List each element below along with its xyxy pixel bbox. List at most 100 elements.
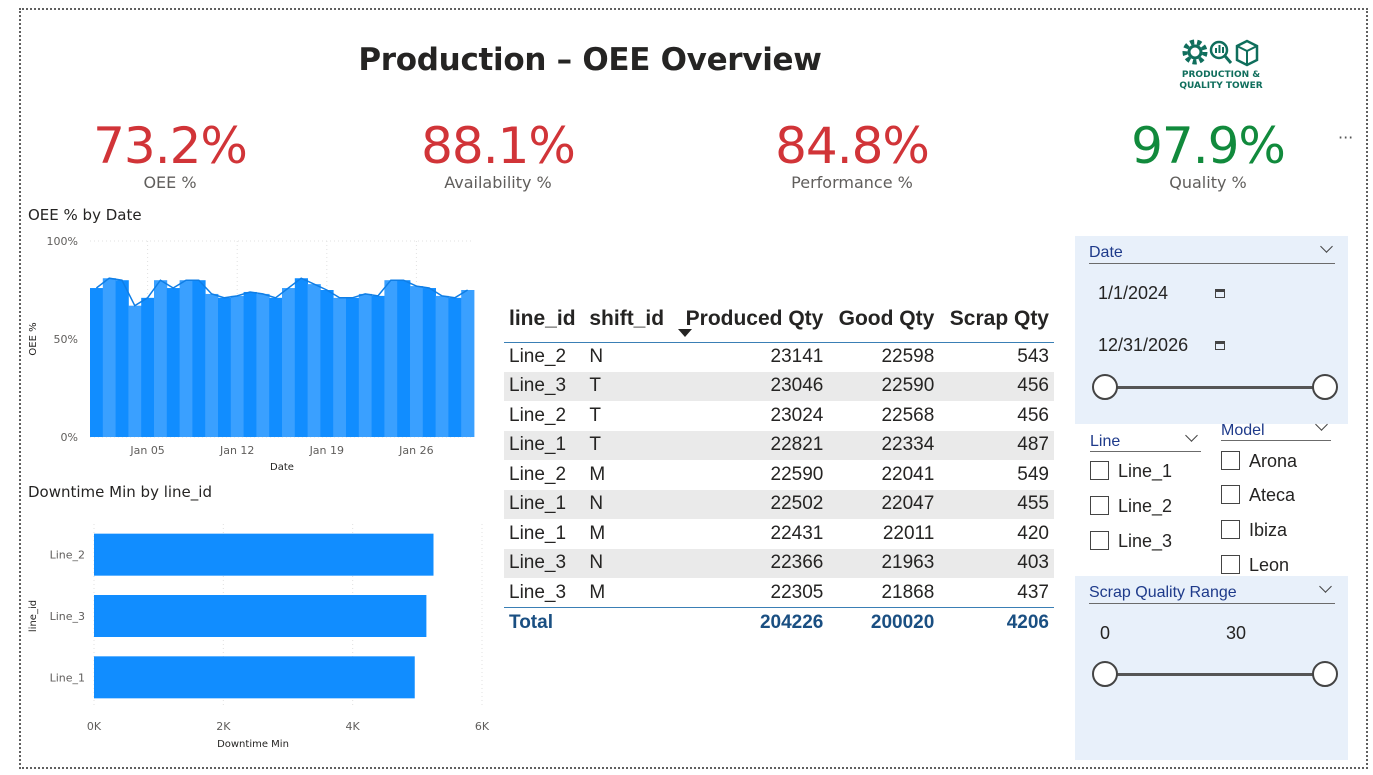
calendar-icon[interactable] [1215,341,1225,350]
table-total-row: Total 204226 200020 4206 [504,607,1054,638]
line-option[interactable]: Line_2 [1090,496,1172,517]
oee-bar [154,280,168,437]
oee-by-date-chart[interactable]: 0% 50% 100% Jan 05 Jan 12 Jan 19 Jan 26 Date OEE… [24,228,484,478]
oee-bar [256,293,270,437]
scrap-max-input[interactable]: 30 [1226,623,1247,643]
scrap-slicer-title: Scrap Quality Range [1089,584,1237,601]
model-option[interactable]: Ibiza [1221,520,1287,541]
sort-descending-icon[interactable] [678,329,692,337]
checkbox[interactable] [1221,485,1240,504]
table-cell: Line_1 [504,489,585,519]
oee-bar [358,293,372,437]
date-range-start-handle[interactable] [1092,374,1118,400]
table-row[interactable]: Line_1 T 22821 22334 487 [504,430,1054,460]
downtime-bar [94,595,427,637]
scrap-range-slicer [1075,576,1348,760]
table-cell: 22041 [828,459,940,490]
total-label: Total [504,607,585,638]
oee-bar [397,280,411,437]
table-cell: 22590 [673,459,829,490]
scrap-min-input[interactable]: 0 [1100,623,1111,643]
total-scrap: 4206 [939,607,1054,638]
oee-line [95,277,468,307]
date-range-end-handle[interactable] [1312,374,1338,400]
logo: PRODUCTION & QUALITY TOWER [1076,14,1366,120]
table-row[interactable]: Line_1 N 22502 22047 455 [504,489,1054,519]
kpi-oee: 73.2% OEE % [40,116,300,192]
date-slicer-title: Date [1089,244,1123,261]
scrap-range-end-handle[interactable] [1312,661,1338,687]
kpi-value: 73.2% [93,117,248,175]
start-date-input[interactable]: 1/1/2024 [1088,273,1233,313]
table-row[interactable]: Line_1 M 22431 22011 420 [504,518,1054,549]
table-row[interactable]: Line_2 N 23141 22598 543 [504,341,1054,372]
logo-icon [1182,39,1259,67]
scrap-range-start-handle[interactable] [1092,661,1118,687]
total-good: 200020 [828,607,940,638]
model-option[interactable]: Leon [1221,555,1289,576]
table-cell: 22821 [673,430,829,460]
column-header-good-qty[interactable]: Good Qty [838,306,935,330]
more-options-icon[interactable]: ··· [1338,128,1354,147]
table-cell: T [584,430,674,460]
page-title: Production – OEE Overview [358,42,822,78]
oee-bar [179,280,193,437]
table-row[interactable]: Line_3 T 23046 22590 456 [504,371,1054,401]
checkbox[interactable] [1221,520,1240,539]
table-cell: N [584,548,674,578]
table-cell: 22598 [828,341,940,372]
y-tick-label: Line_1 [50,671,85,684]
line-option[interactable]: Line_1 [1090,461,1172,482]
line-option[interactable]: Line_3 [1090,531,1172,552]
x-tick-label: 4K [346,720,361,733]
table-cell: 23141 [673,341,829,372]
checkbox[interactable] [1090,531,1109,550]
table-cell: M [584,577,674,608]
oee-bar [243,291,257,437]
kpi-value: 88.1% [421,117,576,175]
calendar-icon[interactable] [1215,289,1225,298]
oee-bar [320,290,334,437]
kpi-label: Quality % [1169,173,1247,192]
checkbox[interactable] [1090,461,1109,480]
oee-bar [166,288,180,437]
y-tick-label: Line_3 [50,610,85,623]
kpi-label: Performance % [791,173,913,192]
checkbox[interactable] [1221,555,1240,574]
model-option[interactable]: Ateca [1221,485,1295,506]
column-header-line-id[interactable]: line_id [509,306,576,330]
column-header-shift-id[interactable]: shift_id [589,306,665,330]
logo-text: PRODUCTION & QUALITY TOWER [1179,70,1263,91]
table-row[interactable]: Line_2 M 22590 22041 549 [504,459,1054,490]
y-tick-label: 50% [54,333,78,346]
checkbox[interactable] [1221,451,1240,470]
table-header-row: line_id shift_id Produced Qty Good Qty S… [504,296,1054,342]
oee-bar [205,293,219,437]
table-cell: 437 [939,577,1054,608]
table-cell: M [584,518,674,549]
downtime-bar [94,656,415,699]
table-row[interactable]: Line_2 T 23024 22568 456 [504,400,1054,431]
y-tick-label: 100% [47,235,78,248]
table-row[interactable]: Line_3 M 22305 21868 437 [504,577,1054,608]
oee-bar [461,290,475,437]
x-tick-label: 2K [216,720,231,733]
table-cell: 22590 [828,371,940,401]
downtime-by-line-chart[interactable]: 0K 2K 4K 6K Line_2 Line_3 Line_1 Downtime Min li… [24,510,494,755]
table-cell: 23046 [673,371,829,401]
column-header-scrap-qty[interactable]: Scrap Qty [949,306,1049,330]
end-date-input[interactable]: 12/31/2026 [1088,325,1233,365]
table-cell: Line_2 [504,400,585,431]
scrap-range-track [1105,673,1325,676]
table-cell: 487 [939,430,1054,460]
y-tick-label: 0% [61,431,78,444]
model-slicer-title: Model [1221,422,1265,439]
checkbox[interactable] [1090,496,1109,515]
oee-bar [102,278,116,437]
column-header-produced-qty[interactable]: Produced Qty [685,306,824,330]
table-row[interactable]: Line_3 N 22366 21963 403 [504,548,1054,578]
model-option[interactable]: Arona [1221,451,1297,472]
table-cell: 21868 [828,577,940,608]
oee-bar [218,297,232,437]
table-cell: Line_2 [504,459,585,490]
